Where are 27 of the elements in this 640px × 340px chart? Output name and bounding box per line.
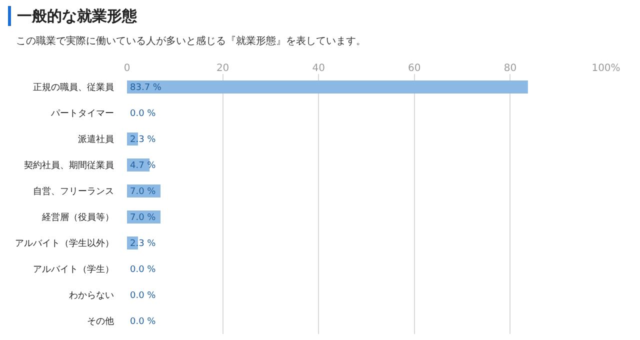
y-tick-label: アルバイト（学生） bbox=[33, 264, 114, 276]
y-tick-label: 派遣社員 bbox=[78, 134, 114, 146]
x-tick-label: 0 bbox=[124, 63, 130, 74]
data-label: 7.0 % bbox=[130, 213, 156, 223]
data-label: 83.7 % bbox=[130, 83, 162, 93]
x-tick-label: 60 bbox=[408, 63, 421, 74]
x-tick-label: 20 bbox=[216, 63, 230, 74]
y-tick-label: 自営、フリーランス bbox=[33, 186, 114, 198]
data-label: 0.0 % bbox=[130, 265, 156, 275]
x-tick-label: 80 bbox=[504, 63, 517, 74]
y-tick-label: アルバイト（学生以外） bbox=[15, 238, 114, 250]
y-tick-label: 経営層（役員等） bbox=[41, 212, 114, 224]
y-tick-label: 契約社員、期間従業員 bbox=[24, 160, 114, 172]
bar bbox=[127, 80, 528, 94]
y-tick-label: わからない bbox=[69, 291, 114, 302]
data-label: 4.7 % bbox=[130, 161, 156, 171]
y-tick-label: パートタイマー bbox=[50, 109, 114, 120]
x-tick-label: 100% bbox=[592, 63, 620, 74]
data-label: 7.0 % bbox=[130, 187, 156, 197]
chart-title: 一般的な就業形態 bbox=[8, 6, 137, 26]
y-tick-label: 正規の職員、従業員 bbox=[33, 82, 114, 94]
data-label: 0.0 % bbox=[130, 109, 156, 119]
chart-subtitle: この職業で実際に働いている人が多いと感じる『就業形態』を表しています。 bbox=[16, 34, 366, 48]
x-tick-label: 40 bbox=[312, 63, 325, 74]
data-label: 0.0 % bbox=[130, 317, 156, 327]
y-tick-label: その他 bbox=[87, 316, 114, 328]
data-label: 0.0 % bbox=[130, 291, 156, 301]
